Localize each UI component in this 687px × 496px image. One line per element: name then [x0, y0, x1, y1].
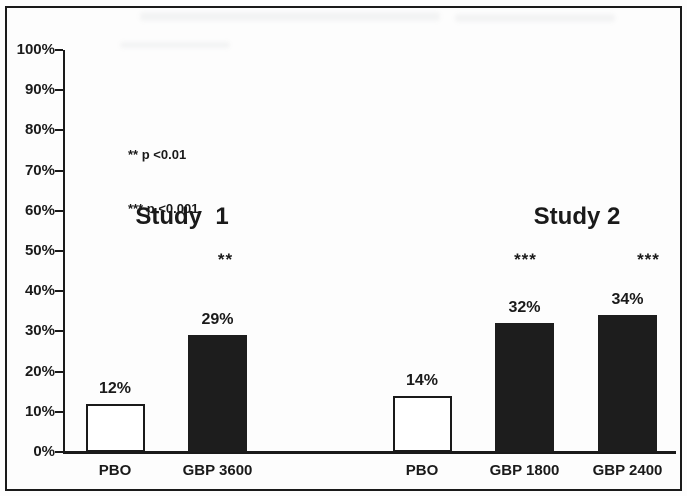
- significance-stars-gbp-2400: ***: [637, 250, 660, 269]
- y-tick-label: 50%: [24, 242, 55, 259]
- value-label-gbp-2400: 34%: [611, 291, 644, 309]
- legend-note-line-1: ** p <0.01: [128, 147, 187, 162]
- y-tick-label: 40%: [24, 282, 55, 300]
- x-axis-line: [63, 451, 676, 454]
- category-label-gbp-1800: GBP 1800: [489, 462, 560, 479]
- bar-gbp-3600: [188, 335, 247, 452]
- y-tick-mark: [55, 410, 63, 413]
- y-tick-label: 80%: [24, 121, 55, 139]
- value-label-gbp-3600: 29%: [201, 311, 234, 329]
- significance-legend: ** p <0.01 *** p <0.001: [128, 110, 198, 254]
- y-tick-mark: [55, 129, 63, 132]
- value-label-pbo: 12%: [98, 379, 132, 397]
- y-axis-line: [63, 50, 65, 453]
- y-tick-mark: [55, 209, 63, 212]
- chart-border-frame: [5, 6, 682, 491]
- y-tick-mark: [55, 290, 63, 293]
- y-tick-mark: [55, 169, 63, 172]
- y-tick-label: 100%: [16, 41, 55, 58]
- bar-gbp-1800: [495, 323, 554, 452]
- bar-gbp-2400: [598, 315, 657, 452]
- value-label-gbp-1800: 32%: [508, 299, 541, 317]
- significance-stars-gbp-1800: ***: [514, 250, 537, 269]
- scan-artifact: [455, 14, 615, 22]
- y-tick-label: 30%: [24, 322, 55, 340]
- scan-artifact: [140, 12, 440, 21]
- category-label-pbo: PBO: [98, 462, 132, 479]
- y-tick-label: 20%: [24, 362, 55, 380]
- y-tick-mark: [55, 49, 63, 51]
- legend-note-line-2: *** p <0.001: [128, 201, 199, 216]
- y-tick-mark: [55, 250, 63, 252]
- y-tick-label: 70%: [24, 161, 55, 179]
- category-label-pbo: PBO: [405, 462, 439, 479]
- y-tick-mark: [55, 89, 63, 92]
- study-1-title: Study 1: [135, 203, 229, 230]
- y-tick-label: 60%: [24, 201, 55, 219]
- study-2-title: Study 2: [533, 203, 621, 230]
- y-tick-mark: [55, 370, 63, 373]
- y-tick-mark: [55, 330, 63, 333]
- y-tick-mark: [55, 451, 63, 453]
- scan-artifact: [120, 42, 230, 48]
- y-tick-label: 0%: [33, 443, 55, 460]
- bar-pbo: [392, 395, 452, 452]
- value-label-pbo: 14%: [405, 371, 439, 389]
- bar-pbo: [85, 403, 145, 452]
- category-label-gbp-2400: GBP 2400: [592, 462, 663, 479]
- significance-stars-gbp-3600: **: [217, 250, 234, 269]
- y-tick-label: 90%: [24, 81, 55, 99]
- y-tick-label: 10%: [24, 402, 55, 420]
- category-label-gbp-3600: GBP 3600: [182, 462, 253, 479]
